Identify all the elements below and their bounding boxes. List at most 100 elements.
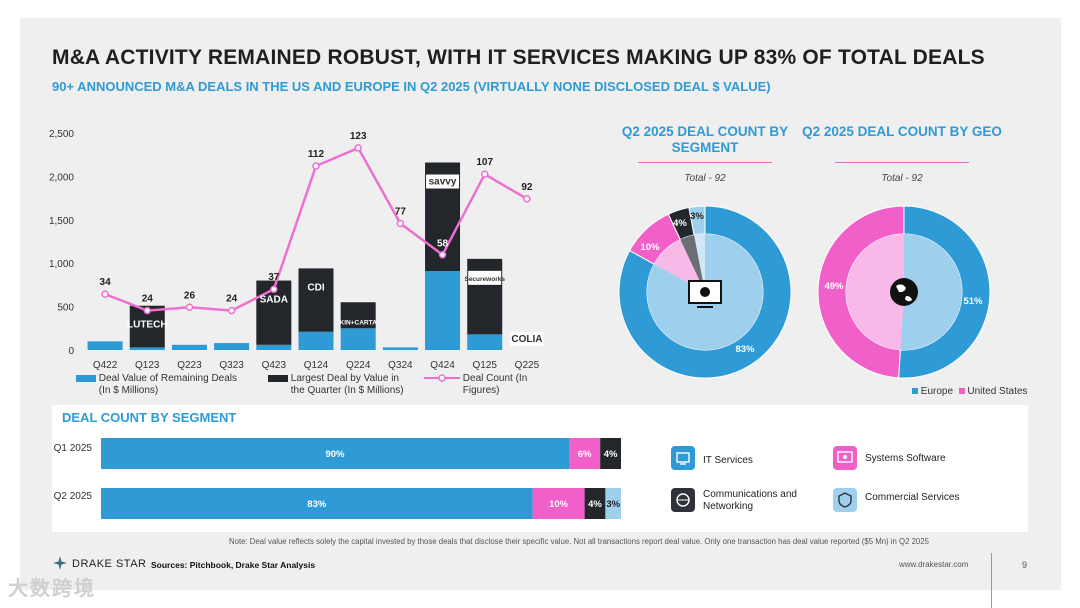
legend-communications: Communications and Networking (703, 489, 797, 512)
deal-count-point (185, 303, 194, 312)
legend-line-swatch (424, 374, 460, 383)
deal-logo-text: LUTECH (127, 320, 168, 331)
deal-logo-text: CDI (307, 282, 324, 293)
x-tick-label: Q224 (346, 360, 371, 371)
decorative-line (991, 553, 992, 608)
bar-remaining (214, 343, 250, 350)
bar-remaining (425, 271, 461, 350)
page-title: M&A ACTIVITY REMAINED ROBUST, WITH IT SE… (52, 46, 985, 69)
deal-count-point (438, 250, 447, 259)
bar-remaining (129, 347, 165, 350)
deal-count-label: 37 (268, 272, 280, 283)
pie-segment-title: Q2 2025 DEAL COUNT BY SEGMENT (621, 124, 789, 155)
segment-bar-label: 10% (549, 499, 569, 510)
segment-bar (569, 438, 601, 469)
legend-it-services: IT Services (703, 455, 753, 466)
deal-count-label: 58 (437, 239, 449, 250)
geo-legend-us: United States (967, 386, 1028, 397)
donut-inner-slice (900, 234, 962, 351)
deal-count-label: 24 (142, 294, 154, 305)
legend-count-label: Deal Count (In Figures) (462, 373, 528, 396)
deal-count-label: 26 (184, 290, 196, 301)
y-tick-label: 2,500 (49, 129, 74, 140)
y-tick-label: 2,000 (49, 172, 74, 183)
brand-name: DRAKE STAR (72, 558, 147, 570)
geo-legend-europe: Europe (920, 386, 954, 397)
legend-remaining: Deal Value of Remaining Deals (In $ Mill… (76, 373, 276, 397)
bar-largest (298, 268, 334, 332)
deal-count-point (396, 219, 405, 228)
legend-largest: Largest Deal by Value in the Quarter (In… (268, 373, 468, 397)
legend-systems-software: Systems Software (865, 453, 946, 464)
legend-swatch-blue (76, 374, 96, 382)
x-tick-label: Q223 (177, 360, 202, 371)
page-number: 9 (1022, 560, 1028, 570)
segment-bar-label: 83% (307, 499, 327, 510)
x-tick-label: Q324 (388, 360, 413, 371)
donut-slice-label: 51% (963, 296, 983, 307)
bar-remaining (340, 328, 376, 350)
legend-swatch-dark (268, 374, 288, 382)
segment-bar-label: 90% (325, 449, 345, 460)
deal-count-point (270, 285, 278, 293)
bar-remaining (87, 341, 123, 350)
commercial-services-icon (833, 488, 857, 512)
segment-bar-label: 4% (588, 499, 602, 510)
x-tick-label: Q123 (135, 360, 160, 371)
donut-slice-label: 4% (673, 218, 687, 229)
pie-geo-underline (835, 162, 969, 163)
deal-count-label: 92 (521, 182, 533, 193)
website-url: www.drakestar.com (899, 560, 969, 569)
segment-bar (600, 438, 621, 469)
segment-bar-label: 3% (606, 499, 620, 510)
donut-slice-label: 49% (824, 281, 844, 292)
deal-count-label: 123 (350, 131, 367, 142)
legend-commercial-services: Commercial Services (865, 492, 960, 503)
y-tick-label: 1,500 (49, 216, 74, 227)
segment-bar (584, 488, 606, 519)
segment-bar-label: 6% (578, 449, 592, 460)
deal-count-point (480, 170, 489, 178)
x-tick-label: Q423 (262, 360, 287, 371)
geo-legend-us-swatch (958, 388, 965, 395)
deal-logo-text: KIN+CARTA (340, 319, 378, 326)
x-tick-label: Q424 (430, 360, 455, 371)
deal-logo-text: savvy (429, 177, 457, 188)
drake-star-logo-icon (53, 556, 67, 570)
donut-inner-slice (680, 235, 705, 292)
donut-inner-slice (654, 239, 705, 292)
pie-geo-total: Total - 92 (881, 173, 923, 184)
geo-legend: Europe United States (912, 386, 1027, 398)
segment-panel-title: DEAL COUNT BY SEGMENT (62, 410, 237, 425)
watermark: 大数跨境 (8, 578, 96, 600)
footnote: Note: Deal value reflects solely the cap… (229, 537, 929, 546)
sources: Sources: Pitchbook, Drake Star Analysis (151, 560, 316, 570)
deal-logo-text: COLIA (511, 334, 542, 345)
deal-count-label: 112 (308, 149, 325, 160)
deal-logo-box (468, 270, 502, 285)
segment-bar-label: 4% (604, 449, 618, 460)
deal-logo-text: Secureworks (464, 276, 505, 283)
x-tick-label: Q323 (219, 360, 244, 371)
bar-remaining (171, 344, 207, 350)
segment-bar (101, 488, 533, 519)
pie-segment-underline (638, 162, 772, 163)
deal-logo-box (426, 174, 460, 189)
donut-slice-label: 3% (690, 211, 704, 222)
globe-continents-icon (896, 284, 912, 302)
deal-count-point (523, 195, 531, 203)
x-tick-label: Q422 (93, 360, 118, 371)
page-subtitle: 90+ ANNOUNCED M&A DEALS IN THE US AND EU… (52, 79, 771, 94)
it-services-icon (671, 446, 695, 470)
pie-geo-title: Q2 2025 DEAL COUNT BY GEO (802, 124, 1002, 139)
bar-remaining (382, 347, 418, 350)
gear-icon (700, 287, 710, 297)
geo-legend-europe-swatch (912, 388, 918, 395)
deal-count-point (354, 144, 362, 152)
deal-count-point (101, 290, 109, 298)
deal-count-label: 24 (226, 294, 238, 305)
row-label-q1: Q1 2025 (53, 443, 92, 454)
segment-bar (532, 488, 585, 519)
communications-icon (671, 488, 695, 512)
